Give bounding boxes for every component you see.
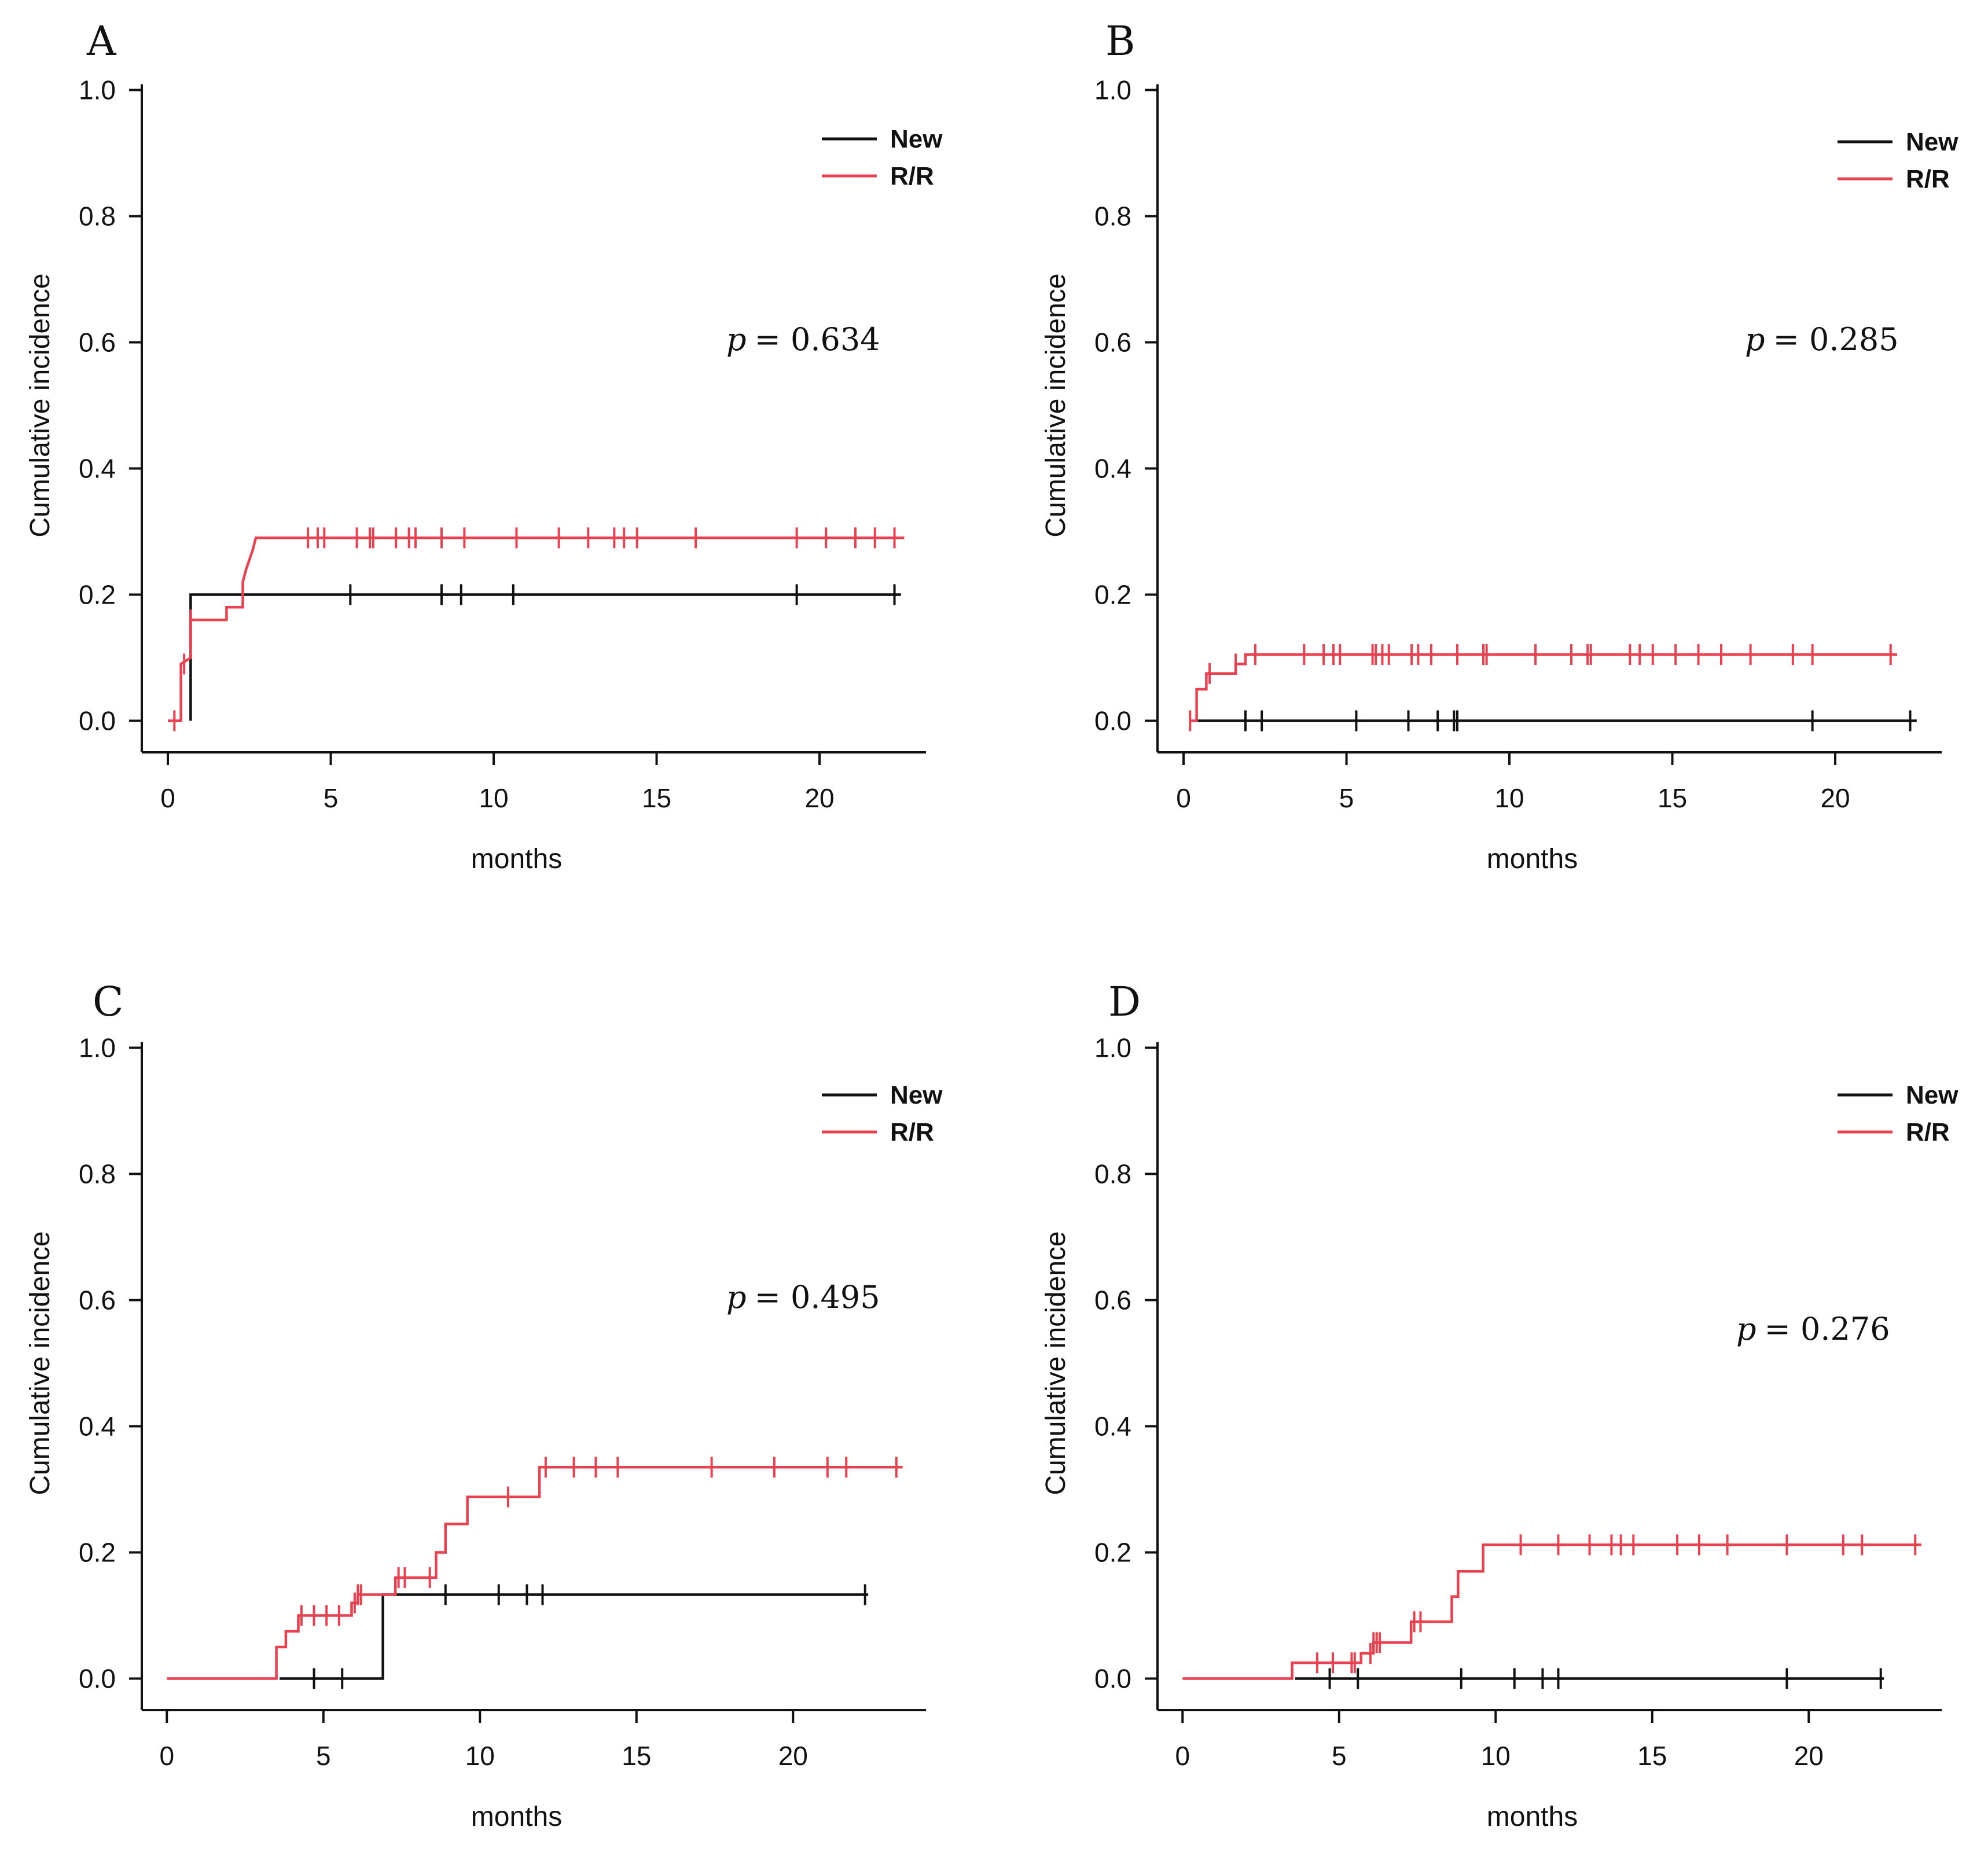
y-tick-label: 0.6: [79, 328, 116, 358]
x-axis-title: months: [1487, 844, 1578, 874]
x-tick-label: 20: [778, 1741, 808, 1771]
y-tick-label: 0.2: [1094, 580, 1131, 610]
y-axis-title: Cumulative incidence: [1041, 1231, 1071, 1495]
panel-letter: D: [1108, 978, 1141, 1025]
legend-entry: R/R: [890, 1118, 934, 1146]
legend-entry: New: [890, 125, 943, 153]
x-tick-label: 10: [1494, 783, 1524, 813]
x-tick-label: 10: [465, 1741, 495, 1771]
x-tick-label: 0: [160, 783, 175, 813]
p-value-annotation: p = 0.495: [726, 1279, 880, 1315]
p-value: = 0.634: [755, 321, 880, 358]
x-axis-title: months: [471, 1802, 562, 1832]
y-tick-label: 0.4: [1094, 1411, 1131, 1442]
y-tick-label: 0.4: [79, 454, 116, 484]
y-tick-label: 0.8: [1094, 201, 1131, 231]
y-tick-label: 0.2: [79, 1538, 116, 1568]
p-value: = 0.285: [1773, 321, 1899, 358]
series-new: [1196, 710, 1917, 731]
x-tick-label: 5: [1332, 1741, 1347, 1771]
series-r-r: [167, 1457, 903, 1680]
legend: New R/R: [822, 1081, 943, 1146]
series-line-r-r: [168, 536, 905, 722]
p-symbol: p: [1745, 321, 1765, 358]
p-symbol: p: [726, 321, 747, 358]
y-tick-label: 1.0: [79, 1033, 116, 1063]
x-tick-label: 5: [316, 1741, 331, 1771]
panel-letter: C: [93, 978, 124, 1025]
series-r-r: [1182, 1534, 1921, 1680]
y-tick-label: 0.8: [79, 1159, 116, 1189]
series-line-new: [189, 593, 901, 721]
panel-letter: A: [86, 17, 117, 65]
series-line-r-r: [1190, 653, 1897, 722]
y-tick-label: 0.2: [1094, 1538, 1131, 1568]
p-value-annotation: p = 0.285: [1745, 321, 1899, 358]
y-tick-label: 1.0: [1094, 1033, 1131, 1063]
p-value: = 0.276: [1765, 1311, 1890, 1347]
p-value-annotation: p = 0.634: [726, 321, 880, 358]
legend-entry: R/R: [1906, 1118, 1950, 1146]
y-axis-title: Cumulative incidence: [1041, 273, 1071, 537]
y-tick-label: 0.0: [79, 1664, 116, 1694]
p-value-annotation: p = 0.276: [1736, 1311, 1890, 1347]
series-new: [1295, 1668, 1884, 1689]
y-tick-label: 0.2: [79, 580, 116, 610]
y-tick-label: 0.4: [79, 1411, 116, 1442]
panel-d: D 0.0 0.2 0.4 0.6 0.8 1.0 0 5 10 15 20 months Cumulat…: [1041, 978, 1958, 1832]
x-tick-label: 0: [159, 1741, 174, 1771]
series-line-new: [280, 1593, 869, 1680]
x-axis-title: months: [471, 844, 562, 874]
y-tick-label: 1.0: [1094, 75, 1131, 105]
panel-c: C 0.0 0.2 0.4 0.6 0.8 1.0 0 5 10 15 20 months Cumulat…: [25, 978, 943, 1832]
x-tick-label: 15: [642, 783, 671, 813]
x-tick-label: 0: [1176, 783, 1191, 813]
y-tick-label: 1.0: [79, 75, 116, 105]
legend-entry: R/R: [1906, 165, 1950, 193]
panel-b: B 0.0 0.2 0.4 0.6 0.8 1.0 0 5 10 15 20 months Cumulat…: [1041, 17, 1958, 874]
y-tick-label: 0.6: [1094, 328, 1131, 358]
legend: New R/R: [1838, 1081, 1958, 1146]
y-tick-label: 0.8: [1094, 1159, 1131, 1189]
series-line-r-r: [1182, 1543, 1921, 1680]
y-tick-label: 0.0: [1094, 1664, 1131, 1694]
y-tick-label: 0.6: [79, 1285, 116, 1315]
legend-entry: New: [1906, 128, 1958, 156]
y-axis-title: Cumulative incidence: [25, 273, 56, 537]
series-new: [280, 1584, 869, 1689]
x-tick-label: 15: [1637, 1741, 1667, 1771]
legend: New R/R: [822, 125, 943, 190]
legend-entry: R/R: [890, 162, 934, 190]
p-symbol: p: [726, 1279, 747, 1315]
p-value: = 0.495: [755, 1279, 880, 1315]
x-tick-label: 15: [622, 1741, 651, 1771]
x-tick-label: 5: [324, 783, 339, 813]
y-tick-label: 0.0: [1094, 706, 1131, 736]
panel-letter: B: [1105, 17, 1135, 65]
series-new: [189, 584, 901, 721]
x-tick-label: 10: [1481, 1741, 1511, 1771]
x-tick-label: 20: [804, 783, 834, 813]
x-tick-label: 20: [1794, 1741, 1824, 1771]
x-tick-label: 20: [1820, 783, 1850, 813]
x-tick-label: 15: [1658, 783, 1687, 813]
series-r-r: [1189, 644, 1897, 731]
p-symbol: p: [1736, 1311, 1757, 1347]
x-tick-label: 0: [1175, 1741, 1190, 1771]
series-line-r-r: [167, 1466, 903, 1680]
legend-entry: New: [890, 1081, 943, 1109]
y-tick-label: 0.4: [1094, 454, 1131, 484]
y-axis-title: Cumulative incidence: [25, 1231, 56, 1495]
x-axis-title: months: [1487, 1802, 1578, 1832]
panel-a: A 0.0 0.2 0.4 0.6 0.8 1.0 0 5 10 15 20 months Cumulat…: [25, 17, 943, 874]
series-r-r: [168, 527, 905, 731]
y-tick-label: 0.6: [1094, 1285, 1131, 1315]
legend: New R/R: [1838, 128, 1958, 193]
x-tick-label: 5: [1339, 783, 1354, 813]
legend-entry: New: [1906, 1081, 1958, 1109]
x-tick-label: 10: [479, 783, 508, 813]
y-tick-label: 0.8: [79, 201, 116, 231]
y-tick-label: 0.0: [79, 706, 116, 736]
